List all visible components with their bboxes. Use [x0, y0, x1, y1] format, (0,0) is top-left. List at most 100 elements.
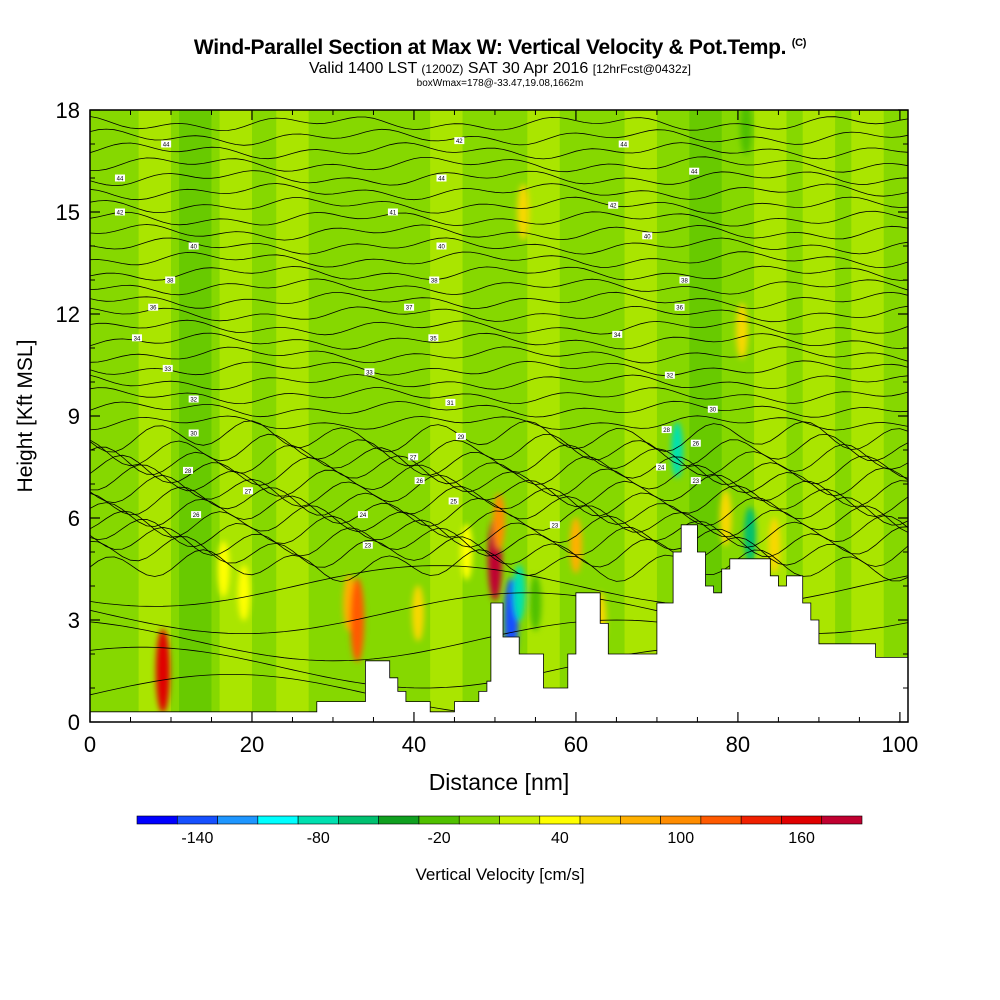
w-band: [527, 110, 560, 722]
colorbar-tick-label: 40: [551, 830, 569, 847]
theta-label: 23: [364, 544, 371, 550]
y-tick-label: 0: [68, 710, 80, 735]
valid-date: SAT 30 Apr 2016: [467, 60, 589, 77]
theta-label: 26: [193, 513, 200, 519]
x-tick-label: 100: [882, 732, 919, 757]
colorbar-swatch: [217, 815, 259, 825]
theta-contour: [90, 505, 908, 538]
theta-label-bg: [455, 432, 466, 440]
theta-label: 29: [458, 435, 465, 441]
theta-contour: [90, 332, 908, 350]
theta-label-bg: [404, 303, 415, 311]
theta-label: 38: [431, 279, 438, 285]
theta-label: 42: [456, 139, 463, 145]
theta-label: 23: [552, 523, 559, 529]
theta-contour: [90, 400, 908, 418]
w-cell: [671, 422, 684, 478]
theta-label: 30: [709, 408, 716, 414]
theta-label: 27: [245, 489, 252, 495]
theta-label-bg: [436, 174, 447, 182]
theta-label: 32: [667, 374, 674, 380]
w-cell: [350, 578, 365, 662]
theta-label-bg: [679, 276, 690, 284]
w-cell: [719, 490, 732, 546]
theta-contour: [90, 237, 908, 255]
theta-label-bg: [436, 242, 447, 250]
theta-label-bg: [689, 167, 700, 175]
theta-contour: [90, 224, 908, 241]
theta-contour: [90, 420, 908, 453]
w-cell: [517, 184, 530, 240]
theta-label: 40: [438, 245, 445, 251]
colorbar-swatch: [257, 815, 299, 825]
theta-contour: [90, 128, 908, 146]
theta-contour: [90, 515, 908, 548]
theta-label-bg: [414, 477, 425, 485]
theta-label-bg: [188, 242, 199, 250]
theta-label-bg: [655, 463, 666, 471]
theta-label: 38: [681, 279, 688, 285]
theta-label-bg: [182, 466, 193, 474]
theta-contour: [90, 319, 908, 336]
theta-contour: [90, 536, 908, 568]
theta-labels: 44 42 44 44 44 44 42 41 42 40 40 40 38 38 38 36 37 36 34 35…: [114, 137, 718, 550]
theta-label-bg: [357, 511, 368, 519]
theta-label-bg: [162, 364, 173, 372]
theta-label-bg: [242, 487, 253, 495]
theta-label: 37: [406, 306, 413, 312]
w-cell: [460, 524, 473, 580]
theta-label: 28: [663, 428, 670, 434]
theta-label: 36: [676, 306, 683, 312]
y-tick-label: 15: [56, 200, 80, 225]
theta-contour: [90, 196, 908, 214]
theta-contour: [90, 387, 908, 405]
w-band: [276, 110, 309, 722]
theta-label-bg: [448, 497, 459, 505]
theta-contour: [90, 210, 908, 227]
forecast-info: [12hrFcst@0432z]: [592, 62, 691, 76]
theta-label: 42: [610, 204, 617, 210]
theta-label: 31: [447, 401, 454, 407]
theta-contour: [90, 251, 908, 269]
theta-label: 26: [692, 442, 699, 448]
w-cell: [412, 585, 425, 642]
chart-title: Wind-Parallel Section at Max W: Vertical…: [0, 36, 1000, 60]
colorbar-swatch: [378, 815, 420, 825]
theta-label-bg: [364, 368, 375, 376]
colorbar-swatch: [136, 815, 178, 825]
y-tick-label: 9: [68, 404, 80, 429]
theta-label: 33: [164, 367, 171, 373]
theta-label: 34: [614, 333, 621, 339]
chart-subtitle: Valid 1400 LST (1200Z) SAT 30 Apr 2016 […: [0, 60, 1000, 78]
theta-label-bg: [674, 303, 685, 311]
colorbar-swatch: [821, 815, 863, 825]
x-tick-label: 60: [564, 732, 588, 757]
theta-contour: [90, 374, 908, 391]
w-cell: [735, 303, 748, 359]
colorbar-swatch: [458, 815, 500, 825]
colorbar-tick-label: 100: [667, 830, 694, 847]
theta-label-bg: [664, 371, 675, 379]
colorbar-tick-label: -20: [428, 830, 451, 847]
theta-label: 44: [691, 170, 698, 176]
theta-label-bg: [661, 426, 672, 434]
x-tick-label: 0: [84, 732, 96, 757]
chart-title-unit: (C): [791, 37, 807, 49]
theta-label: 40: [644, 234, 651, 240]
theta-label: 42: [117, 211, 124, 217]
theta-label-bg: [408, 453, 419, 461]
colorbar-swatch: [740, 815, 782, 825]
theta-label-bg: [188, 429, 199, 437]
theta-label: 32: [190, 398, 197, 404]
theta-label-bg: [114, 174, 125, 182]
theta-contour: [90, 291, 908, 309]
theta-label: 28: [185, 469, 192, 475]
w-cell: [217, 541, 230, 597]
w-cell: [237, 564, 250, 621]
colorbar-swatch: [579, 815, 621, 825]
x-tick-label: 80: [726, 732, 750, 757]
w-band: [624, 110, 657, 722]
theta-label-bg: [131, 334, 142, 342]
valid-time-z: (1200Z): [421, 62, 464, 76]
theta-label-bg: [618, 140, 629, 148]
